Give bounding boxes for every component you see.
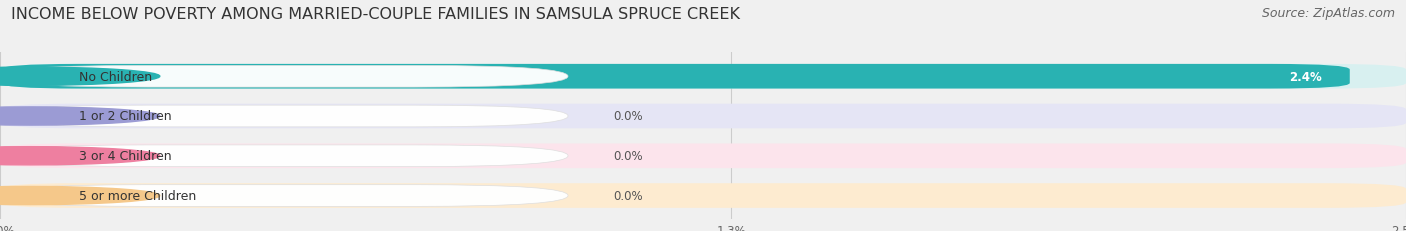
Text: 0.0%: 0.0% xyxy=(613,150,643,163)
Text: 0.0%: 0.0% xyxy=(613,110,643,123)
Text: No Children: No Children xyxy=(79,70,152,83)
Circle shape xyxy=(0,187,160,205)
Text: 1 or 2 Children: 1 or 2 Children xyxy=(79,110,172,123)
Circle shape xyxy=(0,68,160,86)
Text: 3 or 4 Children: 3 or 4 Children xyxy=(79,150,172,163)
FancyBboxPatch shape xyxy=(0,65,1406,89)
FancyBboxPatch shape xyxy=(0,104,1406,129)
FancyBboxPatch shape xyxy=(0,66,568,88)
Text: Source: ZipAtlas.com: Source: ZipAtlas.com xyxy=(1261,7,1395,20)
FancyBboxPatch shape xyxy=(0,145,568,167)
Text: 2.4%: 2.4% xyxy=(1289,70,1322,83)
Text: 0.0%: 0.0% xyxy=(613,189,643,202)
FancyBboxPatch shape xyxy=(0,183,1406,208)
Circle shape xyxy=(0,147,160,165)
FancyBboxPatch shape xyxy=(0,106,568,127)
FancyBboxPatch shape xyxy=(0,144,1406,168)
FancyBboxPatch shape xyxy=(0,185,568,207)
Text: 5 or more Children: 5 or more Children xyxy=(79,189,195,202)
Text: INCOME BELOW POVERTY AMONG MARRIED-COUPLE FAMILIES IN SAMSULA SPRUCE CREEK: INCOME BELOW POVERTY AMONG MARRIED-COUPL… xyxy=(11,7,740,22)
FancyBboxPatch shape xyxy=(0,65,1350,89)
Circle shape xyxy=(0,107,160,126)
